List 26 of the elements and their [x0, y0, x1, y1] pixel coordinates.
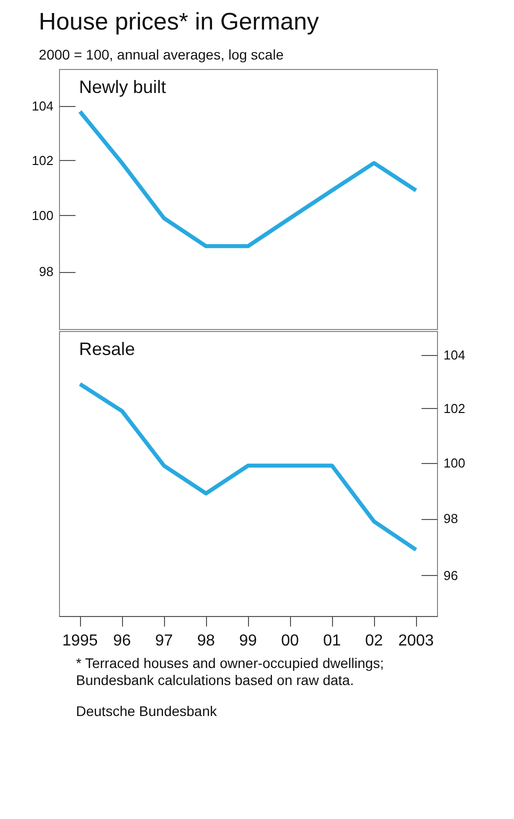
y-tick-label: 98	[39, 264, 54, 280]
y2-tick-label: 100	[444, 455, 466, 470]
series-label: Resale	[79, 339, 136, 359]
y2-tick-label: 102	[444, 400, 466, 416]
y-tick-label: 104	[32, 98, 54, 114]
x-tick-label: 00	[281, 632, 299, 650]
chart-subtitle: 2000 = 100, annual averages, log scale	[38, 46, 284, 62]
x-tick-label: 96	[113, 632, 131, 650]
text: Deutsche Bundesbank	[76, 702, 218, 720]
text: * Terraced houses and owner-occupied dwellings; Bundesbank calculations based on raw data.	[76, 655, 385, 689]
x-tick-label: 98	[197, 632, 215, 650]
y2-tick-label: 96	[444, 568, 458, 583]
x-tick-label: 01	[323, 632, 341, 650]
line-series	[78, 110, 418, 248]
x-tick-label: 1995	[62, 632, 98, 650]
series-label: Newly built	[79, 77, 166, 97]
y2-tick-label: 104	[444, 347, 466, 362]
y2-tick-label: 98	[444, 511, 458, 526]
x-tick-label: 2003	[398, 632, 434, 650]
x-tick-label: 99	[239, 632, 257, 650]
y-tick-label: 100	[32, 208, 54, 223]
y-tick-label: 102	[32, 152, 54, 168]
line-series	[78, 382, 418, 552]
x-tick-label: 02	[365, 632, 383, 650]
x-tick-label: 97	[155, 632, 173, 650]
chart-title: House prices* in Germany	[38, 8, 319, 36]
